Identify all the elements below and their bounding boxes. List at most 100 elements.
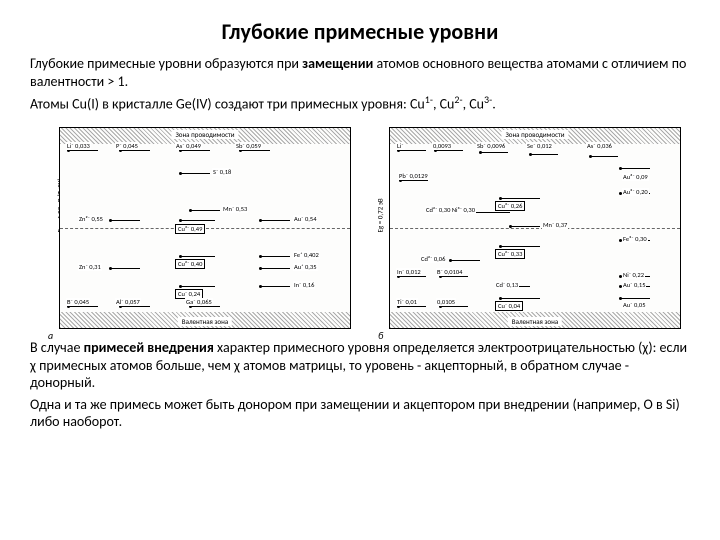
energy-level (180, 173, 210, 174)
energy-level (440, 276, 468, 277)
energy-level (260, 286, 290, 287)
conduction-band-a-label: Зона проводимости (171, 130, 238, 139)
energy-level-label: Pb⁻ 0,0129 (398, 172, 429, 180)
energy-level-label: Ni⁻ 0,22 (622, 271, 645, 279)
energy-level (68, 306, 98, 307)
energy-level (500, 298, 540, 299)
energy-level-label: Cu²⁻ 0,40 (175, 259, 205, 269)
energy-level (400, 180, 428, 181)
energy-level (240, 150, 270, 151)
valence-band-b: Валентная зона (390, 312, 680, 328)
energy-level (120, 150, 150, 151)
energy-level (398, 306, 426, 307)
panel-b-caption: б (378, 329, 383, 342)
intro-bold-1: замещении (302, 55, 373, 72)
energy-level-label: Li⁻ 0,033 (66, 142, 91, 150)
outro-1b: примесей внедрения (84, 339, 214, 356)
energy-level-label: Au²⁻ 0,20 (622, 188, 649, 196)
energy-level (620, 298, 650, 299)
energy-level-label: Mn⁻ 0,53 (222, 205, 248, 213)
energy-level (510, 226, 540, 227)
energy-level (500, 246, 540, 247)
panel-a-caption: a (48, 329, 53, 342)
energy-level (120, 306, 150, 307)
energy-level-label: Al⁻ 0,057 (115, 298, 141, 306)
sup1: 1- (425, 93, 433, 106)
energy-level (440, 306, 468, 307)
energy-level-label: P⁻ 0,045 (115, 142, 139, 150)
outro-paragraph-2: Одна и та же примесь может быть донором … (30, 396, 690, 431)
energy-level (398, 150, 426, 151)
outro-1a: В случае (30, 339, 84, 356)
panel-a: Зона проводимости Валентная зона a Li⁻ 0… (59, 127, 351, 329)
energy-level-label: Au⁺ 0,35 (293, 263, 318, 271)
energy-level (68, 150, 98, 151)
intro-line2-a: Атомы Cu(I) в кристалле Ge(IV) создают т… (30, 96, 425, 113)
energy-level (480, 152, 508, 153)
energy-level-label: Cu³⁻ 0,49 (175, 224, 205, 234)
energy-level-label: Ga⁻ 0,065 (185, 298, 213, 306)
energy-level-label: Cd²⁻ 0,30 Ni³⁻ 0,30 (425, 206, 476, 214)
midline-b (390, 228, 680, 229)
energy-diagrams: Eg = 1,09 эВ (T<0K) Зона проводимости Ва… (30, 127, 690, 329)
energy-level (190, 306, 220, 307)
energy-level-label: Ti⁻ 0,01 (396, 298, 418, 306)
energy-level-label: Li⁻ (396, 142, 405, 150)
intro-line2-b: , Cu (433, 96, 454, 113)
energy-level-label: S⁻ 0,18 (212, 168, 232, 176)
energy-level-label: Cd⁻ 0,13 (495, 281, 519, 289)
energy-level-label: Se⁻ 0,012 (526, 142, 553, 150)
energy-level-label: As⁻ 0,049 (175, 142, 202, 150)
intro-line2-d: . (492, 96, 496, 113)
energy-level (398, 276, 426, 277)
intro-paragraph-2: Атомы Cu(I) в кристалле Ge(IV) создают т… (30, 94, 690, 113)
valence-band-b-label: Валентная зона (508, 317, 562, 326)
energy-level (435, 150, 463, 151)
energy-level (180, 220, 215, 221)
energy-level-label: Fe²⁻ 0,30 (622, 235, 648, 243)
energy-level-label: Au⁻ 0,15 (622, 281, 646, 289)
conduction-band-b-label: Зона проводимости (501, 130, 568, 139)
page-title: Глубокие примесные уровни (30, 18, 690, 45)
energy-level (110, 268, 140, 269)
energy-level (260, 256, 290, 257)
energy-level (500, 198, 540, 199)
sup2: 2- (454, 93, 462, 106)
panel-a-yaxis: Eg = 1,09 эВ (T<0K) (39, 127, 59, 329)
energy-level-label: Cu³⁻ 0,26 (495, 201, 525, 211)
energy-level (260, 220, 290, 221)
valence-band-a: Валентная зона (60, 312, 350, 328)
energy-level (180, 286, 215, 287)
energy-level-label: In⁻ 0,012 (396, 268, 422, 276)
panel-b-yaxis-label: Eg = 0,72 эВ (376, 198, 385, 232)
energy-level-label: Mn⁻ 0,37 (542, 221, 568, 229)
energy-level (260, 268, 290, 269)
energy-level (180, 256, 215, 257)
valence-band-a-label: Валентная зона (178, 317, 232, 326)
intro-line2-c: , Cu (463, 96, 484, 113)
panel-b-yaxis: Eg = 0,72 эВ (369, 127, 389, 329)
intro-paragraph-1: Глубокие примесные уровни образуются при… (30, 55, 690, 90)
energy-level-label: Fe⁺ 0,402 (293, 251, 320, 259)
energy-level (450, 260, 480, 261)
energy-level (530, 154, 558, 155)
energy-level-label: Cd²⁻ 0,06 (420, 255, 446, 263)
panel-b-wrap: Eg = 0,72 эВ Зона проводимости Валентная… (369, 127, 681, 329)
energy-level-label: Sb⁻ 0,059 (235, 142, 262, 150)
energy-level-label: 0,0093 (432, 142, 452, 150)
energy-level (190, 210, 220, 211)
energy-level-label: In⁻ 0,16 (293, 281, 315, 289)
energy-level-label: Cu⁻ 0,04 (495, 301, 523, 311)
energy-level-label: Sb⁻ 0,0096 (476, 142, 506, 150)
energy-level-label: Zn⁻ 0,31 (78, 263, 102, 271)
energy-level (180, 150, 210, 151)
energy-level-label: Au⁻ 0,05 (622, 301, 646, 309)
energy-level-label: As⁻ 0,036 (586, 142, 613, 150)
outro-paragraph-1: В случае примесей внедрения характер при… (30, 339, 690, 392)
energy-level-label: B⁻ 0,045 (66, 298, 90, 306)
conduction-band-a: Зона проводимости (60, 128, 350, 144)
energy-level-label: B⁻ 0,0104 (436, 268, 463, 276)
intro-text-1: Глубокие примесные уровни образуются при (30, 55, 302, 72)
energy-level-label: 0,0105 (436, 298, 456, 306)
panel-a-wrap: Eg = 1,09 эВ (T<0K) Зона проводимости Ва… (39, 127, 351, 329)
